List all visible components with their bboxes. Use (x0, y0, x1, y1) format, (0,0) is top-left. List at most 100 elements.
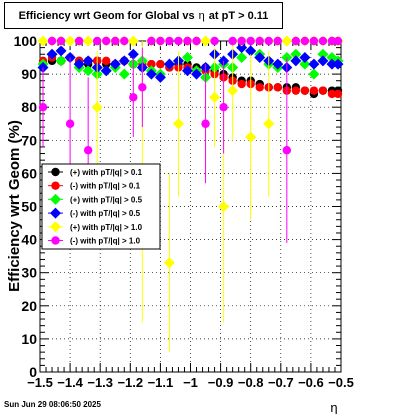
legend-label: (-) with pT/|q| > 0.5 (70, 209, 141, 218)
data-point (255, 83, 264, 92)
x-tick-label: −1.3 (87, 375, 113, 390)
legend-marker (50, 193, 61, 205)
data-point (127, 35, 139, 47)
data-point (219, 103, 228, 112)
data-point (118, 55, 130, 67)
data-point (218, 201, 230, 212)
data-point (83, 146, 93, 155)
data-point (156, 59, 165, 69)
data-point (317, 55, 329, 67)
data-point (145, 68, 157, 80)
data-point (201, 119, 210, 128)
y-axis-label: Efficiency wrt Geom (%) (6, 120, 23, 292)
y-tick-label: 20 (21, 298, 37, 314)
x-tick-label: −1.2 (117, 375, 143, 390)
x-tick-label: −1 (183, 375, 198, 390)
data-point (181, 65, 193, 77)
data-point (308, 58, 320, 70)
data-point (291, 86, 301, 95)
data-point (236, 42, 248, 54)
data-point (127, 48, 139, 60)
y-axis: 0 10 20 30 40 50 60 70 80 90 100 (14, 33, 341, 380)
data-point (111, 36, 120, 46)
data-point (73, 58, 85, 70)
data-point (181, 52, 193, 64)
data-point (282, 146, 292, 155)
y-tick-label: 40 (21, 232, 37, 248)
data-point (308, 68, 320, 80)
chart-title-suffix: at pT > 0.11 (208, 10, 269, 22)
data-point (210, 36, 219, 46)
data-point (120, 36, 129, 46)
x-axis-label: η (330, 400, 337, 414)
data-point (327, 89, 337, 99)
data-point (100, 65, 112, 77)
data-point (192, 36, 201, 46)
data-point (56, 36, 66, 46)
series-6 (38, 36, 343, 243)
data-point (55, 45, 67, 57)
data-series (37, 35, 344, 353)
legend-marker (51, 181, 60, 190)
data-point (281, 35, 293, 47)
data-point (163, 58, 175, 70)
data-point (147, 36, 156, 46)
data-point (300, 36, 310, 46)
y-tick-label: 80 (21, 99, 37, 115)
data-point (236, 52, 248, 64)
data-point (102, 56, 111, 66)
data-point (333, 89, 343, 99)
data-point (327, 36, 337, 46)
data-point (47, 36, 57, 46)
data-point (245, 131, 257, 143)
x-tick-label: −1.4 (57, 375, 83, 390)
legend-label: (-) with pT/|q| > 0.1 (70, 182, 141, 191)
data-point (272, 58, 284, 70)
data-point (332, 58, 344, 70)
data-point (92, 36, 102, 46)
data-point (263, 118, 275, 130)
chart-title-symbol: η (198, 10, 205, 22)
data-point (118, 68, 130, 80)
data-point (273, 83, 282, 92)
legend-label: (-) with pT/|q| > 1.0 (70, 237, 141, 246)
data-point (138, 83, 147, 92)
data-point (154, 71, 166, 83)
x-tick-label: −0.8 (238, 375, 264, 390)
data-point (82, 35, 94, 47)
data-point (64, 35, 76, 47)
legend-marker (51, 167, 60, 177)
y-tick-label: 50 (21, 199, 37, 215)
legend-marker (50, 221, 61, 233)
data-point (209, 91, 221, 103)
data-point (300, 86, 310, 95)
legend-label: (+) with pT/|q| > 1.0 (70, 223, 143, 232)
data-point (174, 36, 183, 46)
data-point (82, 55, 94, 67)
y-tick-label: 0 (29, 364, 37, 380)
data-point (183, 36, 192, 46)
data-point (246, 36, 255, 46)
data-point (309, 36, 319, 46)
data-point (38, 103, 48, 112)
x-tick-label: −0.6 (298, 375, 324, 390)
y-tick-label: 100 (14, 33, 38, 49)
data-point (299, 58, 311, 70)
x-tick-label: −0.7 (268, 375, 294, 390)
legend: (+) with pT/|q| > 0.1 (-) with pT/|q| > 0… (41, 163, 161, 250)
data-point (237, 36, 246, 46)
data-point (74, 36, 84, 46)
y-tick-label: 70 (21, 132, 37, 148)
legend-label: (+) with pT/|q| > 0.1 (70, 168, 143, 177)
data-point (254, 52, 266, 64)
legend-label: (+) with pT/|q| > 0.5 (70, 195, 143, 204)
y-tick-label: 30 (21, 265, 37, 281)
data-point (227, 85, 239, 97)
data-point (37, 35, 49, 47)
data-point (65, 119, 75, 128)
legend-box (41, 163, 161, 250)
data-point (228, 36, 237, 46)
y-tick-label: 90 (21, 66, 37, 82)
data-point (165, 36, 174, 46)
data-point (309, 86, 319, 95)
